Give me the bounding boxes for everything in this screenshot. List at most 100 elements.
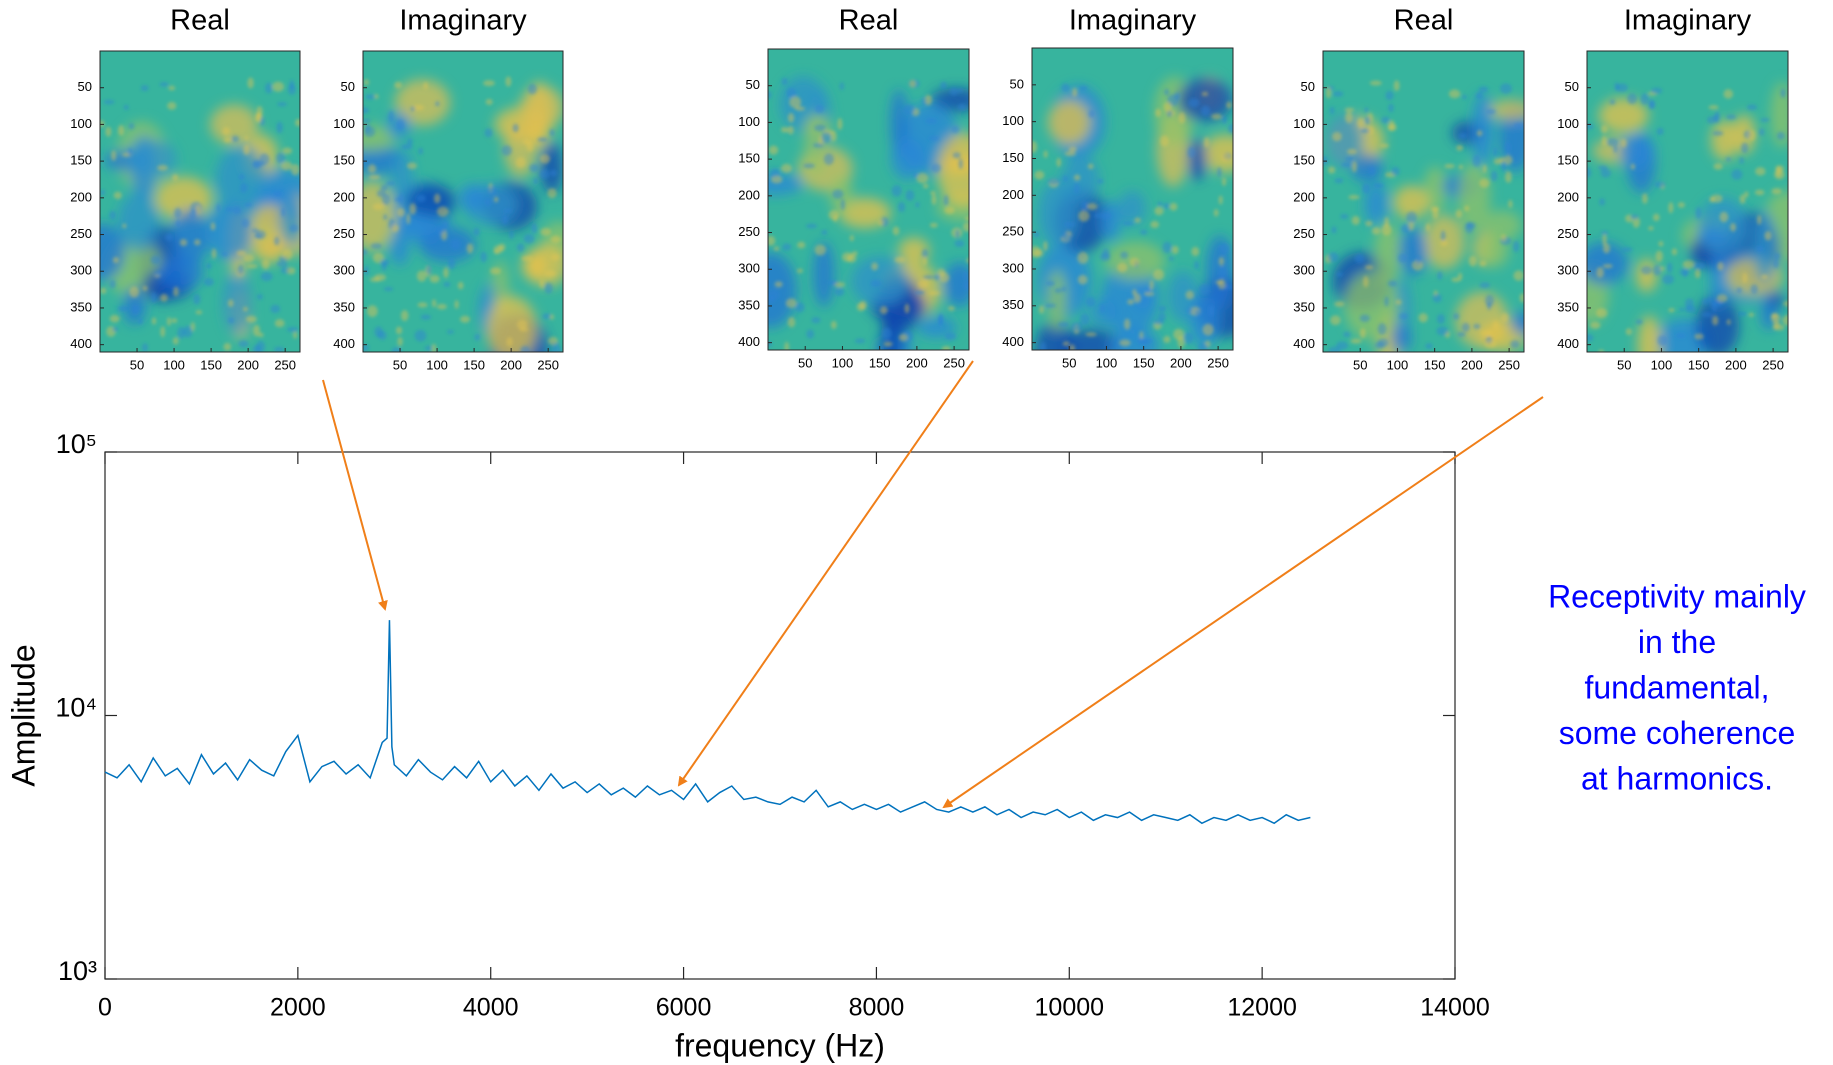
speck [256,294,263,300]
speck [1158,305,1167,312]
speck [485,98,493,105]
blob [209,104,259,145]
blob [257,237,287,258]
speck [916,172,929,184]
speck [1332,131,1342,142]
y-tick-label: 350 [1002,297,1024,312]
blob [1423,166,1447,214]
y-tick-label: 150 [333,153,355,168]
x-axis-label: frequency (Hz) [675,1027,885,1063]
speck [363,107,370,114]
speck [1480,330,1493,336]
speck [222,127,231,136]
speck [1456,144,1464,151]
speck [1032,246,1042,258]
speck [1164,88,1170,96]
speck [1432,207,1439,219]
speck [1726,114,1737,120]
y-tick-label: 300 [1293,263,1315,278]
speck [265,82,273,94]
speck [1122,221,1134,226]
speck [1440,240,1449,247]
speck [1677,202,1685,208]
image-texture [1323,80,1524,352]
y-tick-label: 350 [333,299,355,314]
x-tick-label: 100 [426,357,448,372]
speck [418,147,424,155]
speck [909,79,917,88]
speck [947,305,955,311]
speck [914,290,925,295]
speck [501,214,509,225]
speck [111,150,117,161]
speck [1723,89,1734,99]
speck [943,194,949,206]
speck [434,225,447,234]
blob [943,261,969,307]
blob [1344,271,1400,340]
x-tick-label: 14000 [1420,994,1490,1022]
speck [1099,303,1105,314]
speck [1364,116,1371,125]
speck [794,302,805,313]
speck [1500,83,1512,94]
speck [127,148,133,157]
x-tick-label: 4000 [463,994,519,1022]
y-tick-label: 300 [70,263,92,278]
speck [435,101,440,107]
speck [122,223,127,229]
speck [941,346,951,350]
y-tick-label: 100 [738,114,760,129]
speck [231,135,240,143]
speck [812,142,824,148]
speck [406,162,418,170]
x-tick-label: 100 [163,357,185,372]
speck [1393,80,1400,92]
speck [1332,91,1344,97]
speck [1227,123,1233,134]
speck [897,201,906,213]
speck [854,338,866,344]
speck [1444,163,1455,169]
y-tick-label: 150 [738,151,760,166]
speck [1761,274,1768,279]
speck [1061,232,1072,242]
speck [1343,331,1351,338]
speck [1351,161,1357,173]
speck [194,239,201,246]
speck [1484,341,1497,348]
panel-title: Imaginary [1624,5,1752,37]
speck [1716,294,1728,303]
speck [1648,100,1656,110]
speck [1191,246,1200,257]
speck [1362,275,1369,288]
speck [1364,107,1369,113]
speck [1600,168,1612,178]
speck [483,80,495,87]
speck [1331,226,1337,234]
x-tick-label: 100 [1387,357,1409,372]
speck [1416,256,1422,264]
speck [1641,265,1652,275]
speck [1775,165,1785,172]
speck [1508,199,1513,209]
speck [1501,312,1509,323]
speck [448,257,456,270]
speck [1134,217,1141,223]
blob [1187,138,1207,181]
speck [954,240,965,248]
speck [1600,230,1609,236]
speck [883,341,893,347]
speck [363,265,369,276]
speck [1504,141,1511,154]
speck [833,282,846,288]
speck [1079,313,1090,326]
speck [446,329,455,334]
speck [549,169,557,177]
speck [1087,163,1094,170]
image-texture [100,77,300,352]
speck [396,119,405,131]
speck [780,163,792,174]
speck [832,189,844,199]
speck [1344,157,1354,162]
